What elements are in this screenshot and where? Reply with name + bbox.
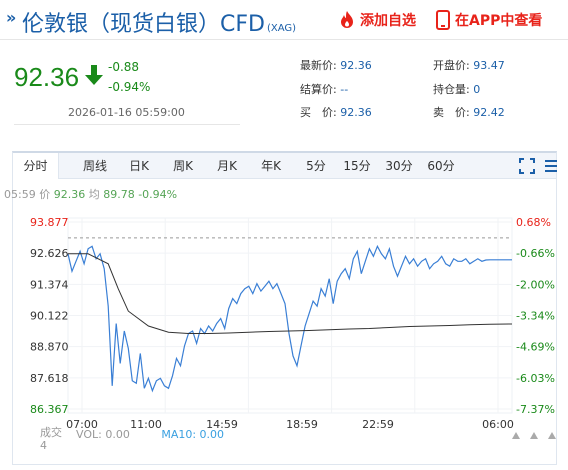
buy-price-label: 买 价: [300,106,337,119]
tab-15min[interactable]: 15分 [343,159,371,173]
volume-readout: VOL: 0.00 MA10: 0.00 [76,428,224,441]
tab-weekly-k[interactable]: 周K [173,159,193,173]
title-bar: » 伦敦银（现货白银）CFD (XAG) 添加自选 在APP中查看 [0,0,568,40]
tab-30min[interactable]: 30分 [385,159,413,173]
page-title: 伦敦银（现货白银）CFD (XAG) [22,6,296,38]
fullscreen-icon[interactable] [519,158,535,174]
open-interest-value: 0 [473,83,481,96]
open-in-app-button[interactable]: 在APP中查看 [436,10,542,30]
price-change-percent: -0.94% [108,80,151,94]
latest-price-row: 最新价: 92.36 [300,57,372,73]
sell-price-value: 92.42 [473,106,505,119]
scroll-up-icon[interactable] [548,432,556,439]
tab-60min[interactable]: 60分 [427,159,455,173]
buy-price-row: 买 价: 92.36 [300,104,372,120]
stat-price-label: 价 [39,188,51,201]
ma10-value: MA10: 0.00 [161,428,225,441]
divider [14,124,240,125]
title-symbol: (XAG) [266,23,297,34]
stat-pct: -0.94% [138,188,178,201]
tab-daily-k[interactable]: 日K [129,159,149,173]
latest-price-label: 最新价: [300,59,337,72]
latest-price-value: 92.36 [340,59,372,72]
tab-weekly-line[interactable]: 周线 [82,159,107,173]
scroll-up-icon[interactable] [530,432,538,439]
open-price-label: 开盘价: [433,59,470,72]
buy-price-value: 92.36 [340,106,372,119]
settle-price-value: -- [340,83,349,96]
tab-5min[interactable]: 5分 [306,159,326,173]
vol-value: VOL: 0.00 [76,428,130,441]
quote-datetime: 2026-01-16 05:59:00 [68,106,185,119]
menu-icon[interactable] [543,158,559,174]
sell-price-label: 卖 价: [433,106,470,119]
open-interest-label: 持仓量: [433,83,470,96]
volume-axis-label: 成交 4 [40,426,62,452]
stat-avg-label: 均 [88,188,100,201]
scroll-arrows[interactable] [510,430,558,440]
open-interest-row: 持仓量: 0 [433,81,480,97]
volume-axis-title: 成交 [40,426,62,439]
current-price: 92.36 [14,62,80,92]
arrow-down-icon [85,65,103,85]
scroll-up-icon[interactable] [512,432,520,439]
price-change: -0.88 [108,60,140,74]
double-chevron-icon: » [6,8,17,27]
stat-time: 05:59 [4,188,36,201]
volume-axis-value: 4 [40,439,47,452]
settle-price-label: 结算价: [300,83,337,96]
open-price-value: 93.47 [473,59,505,72]
tab-monthly-k[interactable]: 月K [217,159,237,173]
tab-yearly-k[interactable]: 年K [261,159,281,173]
open-price-row: 开盘价: 93.47 [433,57,505,73]
settle-price-row: 结算价: -- [300,81,348,97]
tab-intraday[interactable]: 分时 [13,153,59,179]
add-watchlist-button[interactable]: 添加自选 [338,10,416,30]
stat-avg: 89.78 [103,188,135,201]
chart-panel: 分时 周线 日K 周K 月K 年K 5分 15分 30分 60分 [12,151,557,465]
open-in-app-label: 在APP中查看 [455,13,543,29]
add-watchlist-label: 添加自选 [360,13,416,29]
stat-price: 92.36 [53,188,86,201]
title-main: 伦敦银（现货白银）CFD [22,12,265,37]
sell-price-row: 卖 价: 92.42 [433,104,505,120]
crosshair-stats: 05:59 价 92.36 均 89.78 -0.94% [4,186,177,202]
flame-icon [341,11,353,28]
phone-icon [436,10,450,30]
period-tabs: 分时 周线 日K 周K 月K 年K 5分 15分 30分 60分 [13,153,559,179]
